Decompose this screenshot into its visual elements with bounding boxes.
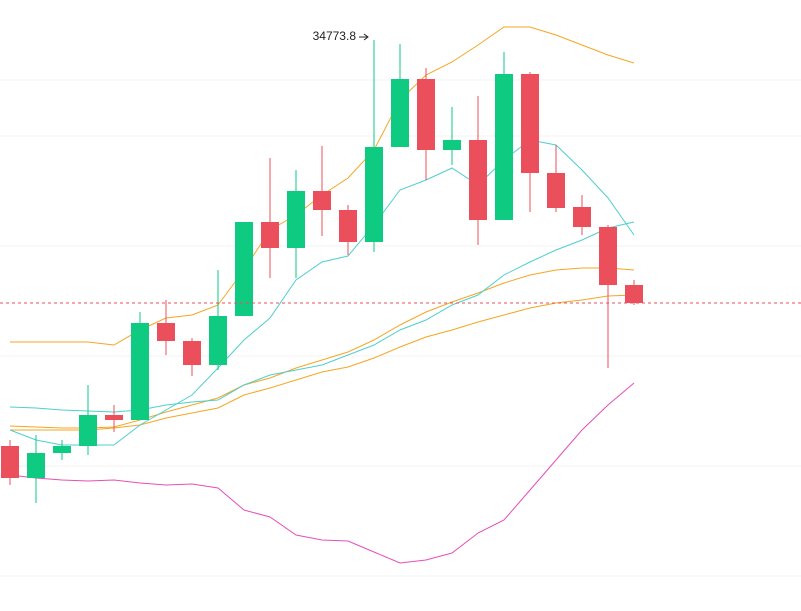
candle-body: [105, 415, 123, 420]
indicator-line: [9, 382, 635, 564]
candle-body: [53, 446, 71, 453]
candle-body: [235, 222, 253, 316]
high-annotation: 34773.8: [313, 29, 357, 43]
candle-body: [391, 79, 409, 147]
candle-body: [261, 222, 279, 248]
candle-body: [365, 147, 383, 242]
grid: [0, 79, 801, 577]
candle-body: [469, 140, 487, 220]
candle-body: [495, 74, 513, 220]
candle-body: [313, 191, 331, 210]
candle-body: [1, 446, 19, 478]
indicator-line: [9, 221, 635, 413]
candle-body: [443, 140, 461, 150]
candle-body: [339, 210, 357, 242]
candle-body: [521, 74, 539, 173]
candle-body: [209, 316, 227, 365]
candle-body: [287, 191, 305, 248]
indicator-line: [10, 294, 635, 431]
annotation-arrowhead: [363, 33, 369, 41]
candle-body: [599, 227, 617, 285]
candle-body: [183, 341, 201, 365]
candle-body: [27, 453, 45, 478]
candle-body: [157, 323, 175, 341]
candle-body: [79, 415, 97, 446]
candle-body: [573, 207, 591, 227]
candle-body: [417, 79, 435, 150]
candle-body: [131, 323, 149, 420]
candle-body: [625, 285, 643, 303]
candle-body: [547, 173, 565, 208]
indicator-line: [9, 267, 635, 429]
